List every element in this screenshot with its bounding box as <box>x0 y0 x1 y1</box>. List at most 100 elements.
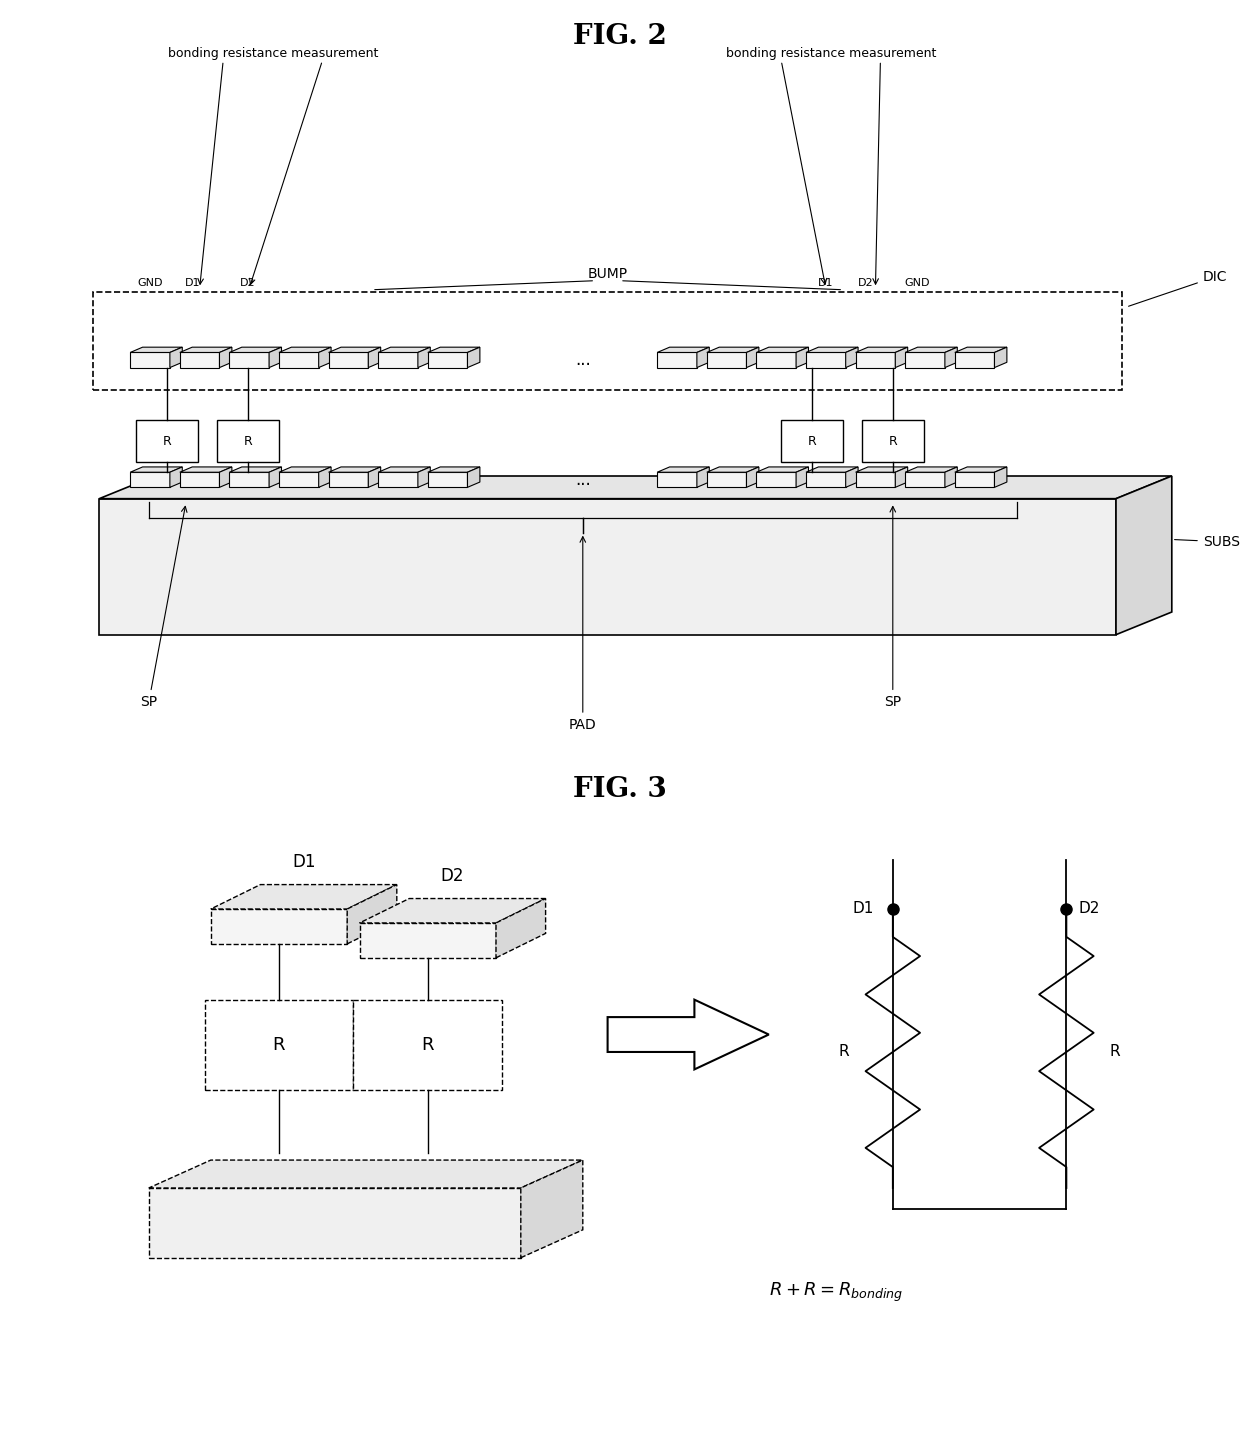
Polygon shape <box>219 347 232 368</box>
Text: R: R <box>422 1036 434 1053</box>
Polygon shape <box>353 1000 502 1090</box>
Text: BUMP: BUMP <box>588 267 627 280</box>
Polygon shape <box>994 466 1007 487</box>
Polygon shape <box>428 472 467 487</box>
Polygon shape <box>211 885 397 910</box>
Text: ...: ... <box>575 471 590 488</box>
Polygon shape <box>806 347 858 353</box>
Polygon shape <box>279 347 331 353</box>
Polygon shape <box>217 420 279 462</box>
Text: D1: D1 <box>853 901 874 917</box>
Polygon shape <box>955 466 1007 472</box>
Polygon shape <box>697 466 709 487</box>
Text: PAD: PAD <box>569 536 596 732</box>
Text: R: R <box>807 434 817 448</box>
Polygon shape <box>756 353 796 368</box>
Polygon shape <box>180 466 232 472</box>
Text: bonding resistance measurement: bonding resistance measurement <box>167 48 378 61</box>
Text: D1: D1 <box>293 853 315 870</box>
Text: D1: D1 <box>818 278 833 288</box>
Polygon shape <box>99 477 1172 498</box>
Polygon shape <box>905 466 957 472</box>
Text: GND: GND <box>905 278 930 288</box>
Polygon shape <box>657 472 697 487</box>
Polygon shape <box>130 466 182 472</box>
Polygon shape <box>1116 477 1172 635</box>
Polygon shape <box>269 466 281 487</box>
Polygon shape <box>180 347 232 353</box>
Polygon shape <box>229 466 281 472</box>
Polygon shape <box>707 353 746 368</box>
Polygon shape <box>170 466 182 487</box>
Polygon shape <box>130 347 182 353</box>
Polygon shape <box>347 885 397 944</box>
Polygon shape <box>756 347 808 353</box>
Text: R: R <box>838 1045 849 1059</box>
Text: R: R <box>273 1036 285 1053</box>
Polygon shape <box>657 466 709 472</box>
Polygon shape <box>130 353 170 368</box>
Polygon shape <box>955 472 994 487</box>
Polygon shape <box>319 347 331 368</box>
Polygon shape <box>796 466 808 487</box>
Polygon shape <box>955 347 1007 353</box>
Polygon shape <box>329 347 381 353</box>
Polygon shape <box>149 1159 583 1189</box>
Polygon shape <box>806 353 846 368</box>
Polygon shape <box>746 466 759 487</box>
Polygon shape <box>368 466 381 487</box>
Polygon shape <box>846 466 858 487</box>
Polygon shape <box>856 466 908 472</box>
Text: SP: SP <box>884 507 901 709</box>
Polygon shape <box>279 466 331 472</box>
Polygon shape <box>229 353 269 368</box>
Text: R: R <box>1110 1045 1121 1059</box>
Polygon shape <box>707 472 746 487</box>
Polygon shape <box>945 347 957 368</box>
Polygon shape <box>229 472 269 487</box>
Polygon shape <box>796 347 808 368</box>
Polygon shape <box>521 1159 583 1258</box>
Polygon shape <box>329 353 368 368</box>
Polygon shape <box>496 898 546 958</box>
Polygon shape <box>467 466 480 487</box>
Text: FIG. 2: FIG. 2 <box>573 23 667 49</box>
Polygon shape <box>211 910 347 944</box>
Polygon shape <box>856 347 908 353</box>
Polygon shape <box>905 472 945 487</box>
Text: R: R <box>162 434 172 448</box>
Polygon shape <box>856 353 895 368</box>
Text: R: R <box>888 434 898 448</box>
Polygon shape <box>905 347 957 353</box>
Text: D2: D2 <box>441 866 464 885</box>
Text: $R + R = R_{bonding}$: $R + R = R_{bonding}$ <box>769 1282 903 1305</box>
Text: D2: D2 <box>858 278 873 288</box>
Polygon shape <box>467 347 480 368</box>
Polygon shape <box>428 466 480 472</box>
Polygon shape <box>269 347 281 368</box>
Polygon shape <box>329 472 368 487</box>
Polygon shape <box>905 353 945 368</box>
Polygon shape <box>360 898 546 923</box>
Polygon shape <box>136 420 198 462</box>
Polygon shape <box>806 466 858 472</box>
Polygon shape <box>360 923 496 958</box>
Polygon shape <box>756 472 796 487</box>
Polygon shape <box>418 347 430 368</box>
Text: SUBS: SUBS <box>1174 535 1240 549</box>
Polygon shape <box>707 347 759 353</box>
Polygon shape <box>319 466 331 487</box>
Polygon shape <box>895 347 908 368</box>
Polygon shape <box>368 347 381 368</box>
Polygon shape <box>657 347 709 353</box>
Polygon shape <box>378 472 418 487</box>
Polygon shape <box>229 347 281 353</box>
Polygon shape <box>149 1189 521 1258</box>
Polygon shape <box>428 347 480 353</box>
Text: R: R <box>243 434 253 448</box>
Text: FIG. 3: FIG. 3 <box>573 776 667 804</box>
Text: D2: D2 <box>241 278 255 288</box>
Text: DIC: DIC <box>1128 270 1228 307</box>
Polygon shape <box>846 347 858 368</box>
Polygon shape <box>279 353 319 368</box>
